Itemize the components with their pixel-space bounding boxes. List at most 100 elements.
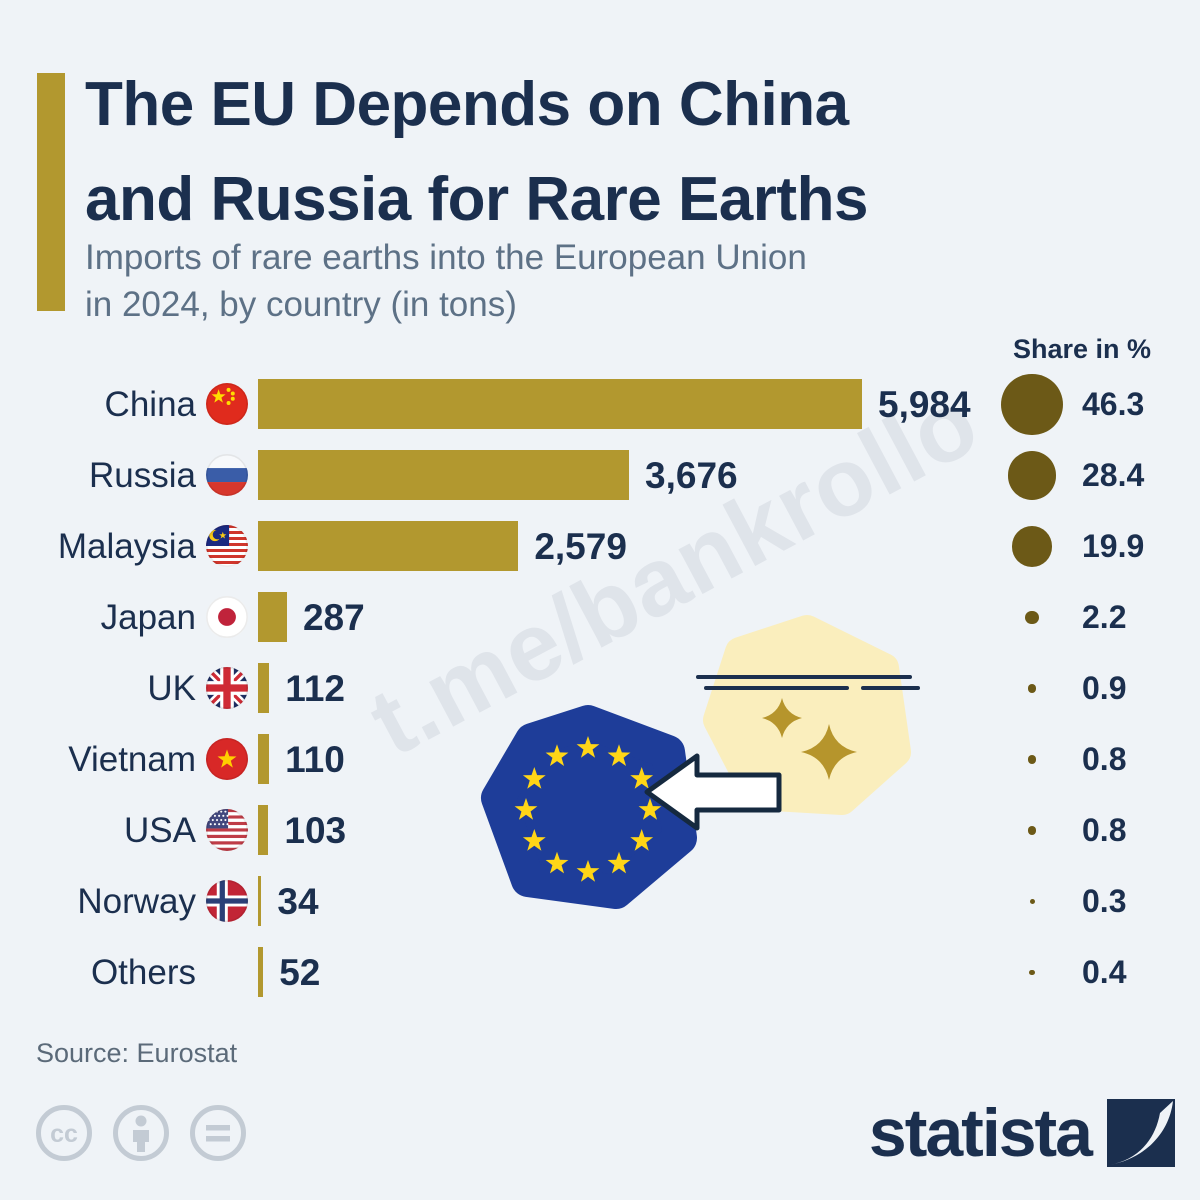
share-dot-cell <box>1000 440 1064 511</box>
chart-row: UK 112 0.9 <box>0 653 1200 724</box>
share-label: 28.4 <box>1082 457 1145 493</box>
cc-icon[interactable]: cc <box>35 1104 93 1162</box>
value-label: 287 <box>302 597 365 638</box>
eu-star-icon <box>545 744 569 767</box>
vietnam-flag-icon <box>206 738 248 780</box>
eu-imports-illustration <box>481 615 920 909</box>
value-label: 110 <box>285 739 345 780</box>
share-dot <box>1027 755 1037 764</box>
country-label: Russia <box>89 456 196 495</box>
share-dot <box>1029 969 1035 976</box>
country-label: Others <box>90 953 196 992</box>
share-dot-cell <box>1000 369 1064 440</box>
china-flag-icon <box>206 383 248 425</box>
value-label: 52 <box>279 952 321 993</box>
share-dot-cell <box>1000 937 1064 1008</box>
country-label: USA <box>124 811 196 850</box>
eu-star-icon <box>576 736 600 758</box>
page-title: The EU Depends on China and Russia for R… <box>85 57 868 247</box>
share-dot-cell <box>1000 866 1064 937</box>
license-icons: cc <box>35 1104 247 1162</box>
value-label: 112 <box>285 668 345 709</box>
title-accent-bar <box>37 73 65 311</box>
country-label: UK <box>147 669 196 708</box>
value-bar <box>258 450 629 500</box>
eu-star-icon <box>522 767 546 789</box>
value-label: 103 <box>284 810 347 851</box>
value-bar <box>258 876 262 926</box>
eu-stars-ring <box>514 736 662 882</box>
chart-row: Norway 34 0.3 <box>0 866 1200 937</box>
value-bar <box>258 379 862 429</box>
share-dot <box>1007 451 1057 500</box>
pale-hexagon-shape <box>703 615 911 815</box>
equals-icon[interactable] <box>189 1104 247 1162</box>
eu-flag-hexagon <box>481 705 697 909</box>
value-bar <box>258 805 269 855</box>
value-bar <box>258 663 270 713</box>
value-bar <box>258 734 270 784</box>
chart-row: China 5,984 46.3 <box>0 369 1200 440</box>
statista-wordmark: statista <box>868 1095 1093 1171</box>
value-bar <box>258 521 519 571</box>
share-dot-cell <box>1000 582 1064 653</box>
eu-star-icon <box>607 744 631 767</box>
import-arrow-icon <box>644 753 782 831</box>
bar-chart: China 5,984 46.3 Russia 3,676 28.4 Malaysia … <box>0 369 1200 1008</box>
eu-star-icon <box>545 851 569 874</box>
chart-row: Others 52 0.4 <box>0 937 1200 1008</box>
value-label: 2,579 <box>534 526 627 567</box>
sparkle-icon <box>801 724 857 780</box>
share-column-header: Share in % <box>1013 334 1152 364</box>
country-label: Japan <box>100 598 196 637</box>
statista-logo[interactable]: statista <box>869 1094 1175 1172</box>
share-label: 0.8 <box>1082 741 1127 777</box>
russia-flag-icon <box>206 454 248 496</box>
country-label: China <box>104 385 196 424</box>
eu-star-icon <box>630 767 654 789</box>
statista-logo-icon <box>1107 1099 1175 1167</box>
value-bar <box>258 947 264 997</box>
share-dot-cell <box>1000 795 1064 866</box>
share-label: 0.3 <box>1082 883 1127 919</box>
chart-row: Japan 287 2.2 <box>0 582 1200 653</box>
country-label: Vietnam <box>68 740 196 779</box>
norway-flag-icon <box>206 880 248 922</box>
chart-row: Vietnam 110 0.8 <box>0 724 1200 795</box>
subtitle-line-1: Imports of rare earths into the European… <box>85 238 807 277</box>
sparkle-icon <box>762 698 802 738</box>
eu-star-icon <box>607 851 631 874</box>
chart-row: USA 103 0.8 <box>0 795 1200 866</box>
eu-star-icon <box>630 829 654 851</box>
share-dot-cell <box>1000 724 1064 795</box>
usa-flag-icon <box>206 809 248 851</box>
share-dot-cell <box>1000 653 1064 724</box>
uk-flag-icon <box>206 667 248 709</box>
share-label: 0.8 <box>1082 812 1127 848</box>
title-line-2: and Russia for Rare Earths <box>85 165 868 234</box>
value-bar <box>258 592 287 642</box>
page-subtitle: Imports of rare earths into the European… <box>85 234 807 328</box>
share-label: 0.4 <box>1082 954 1127 990</box>
share-label: 0.9 <box>1082 670 1127 706</box>
share-dot <box>1027 684 1037 693</box>
value-label: 5,984 <box>878 384 971 425</box>
japan-flag-icon <box>206 596 248 638</box>
share-dot <box>1001 373 1063 436</box>
share-label: 46.3 <box>1082 386 1145 422</box>
share-label: 2.2 <box>1082 599 1127 635</box>
share-label: 19.9 <box>1082 528 1145 564</box>
chart-row: Russia 3,676 28.4 <box>0 440 1200 511</box>
eu-star-icon <box>522 829 546 851</box>
eu-star-icon <box>514 798 538 820</box>
eu-star-icon <box>638 798 662 820</box>
chart-row: Malaysia 2,579 19.9 <box>0 511 1200 582</box>
svg-text:cc: cc <box>50 1120 78 1148</box>
share-dot <box>1029 899 1035 904</box>
value-label: 34 <box>277 881 319 922</box>
speed-lines <box>696 675 920 690</box>
attribution-icon[interactable] <box>112 1104 170 1162</box>
title-line-1: The EU Depends on China <box>85 70 849 139</box>
share-dot-cell <box>1000 511 1064 582</box>
